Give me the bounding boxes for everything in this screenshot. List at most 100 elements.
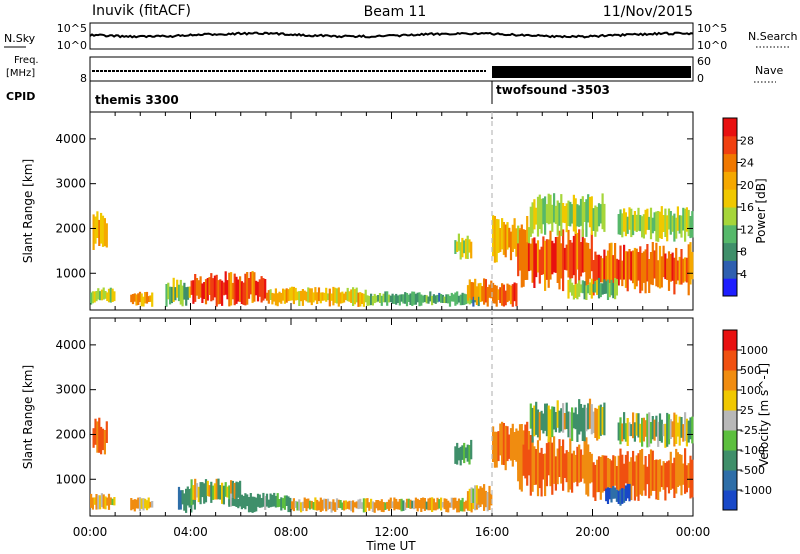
echo-column bbox=[212, 278, 215, 301]
echo-column bbox=[592, 260, 595, 296]
echo-column bbox=[646, 208, 649, 230]
echo-column bbox=[676, 260, 679, 281]
echo-column bbox=[464, 238, 468, 259]
power-panel: 1000 2000 3000 4000 Slant Range [km] bbox=[21, 111, 694, 311]
echo-column bbox=[626, 483, 629, 499]
echo-column bbox=[273, 492, 276, 507]
echo-column bbox=[606, 279, 610, 300]
echo-column bbox=[242, 282, 245, 305]
echo-column bbox=[614, 456, 617, 486]
echo-column bbox=[244, 493, 247, 510]
echo-column bbox=[102, 287, 105, 300]
echo-column bbox=[662, 461, 665, 490]
echo-column bbox=[684, 257, 687, 282]
colorbar-tick-label: 12 bbox=[740, 223, 754, 236]
velocity-ylabel: Slant Range [km] bbox=[21, 365, 35, 469]
echo-column bbox=[402, 500, 405, 511]
echo-column bbox=[488, 485, 491, 510]
echo-column bbox=[653, 212, 656, 232]
echo-column bbox=[551, 204, 554, 232]
echo-column bbox=[237, 482, 240, 498]
echo-column bbox=[98, 219, 101, 246]
echo-column bbox=[515, 228, 518, 257]
echo-column bbox=[671, 215, 674, 232]
echo-column bbox=[560, 194, 563, 237]
echo-column bbox=[282, 498, 285, 509]
echo-column bbox=[666, 258, 669, 280]
echo-column bbox=[253, 272, 256, 302]
echo-column bbox=[244, 273, 247, 306]
echo-column bbox=[228, 485, 231, 505]
echo-column bbox=[594, 251, 597, 282]
echo-column bbox=[230, 493, 233, 507]
echo-column bbox=[474, 278, 477, 301]
echo-column bbox=[203, 483, 206, 504]
echo-column bbox=[199, 276, 202, 298]
echo-column bbox=[623, 488, 626, 503]
echo-column bbox=[147, 296, 150, 302]
echo-column bbox=[310, 288, 313, 306]
echo-column bbox=[535, 449, 538, 485]
echo-column bbox=[590, 196, 593, 235]
echo-column bbox=[93, 291, 96, 303]
echo-column bbox=[655, 415, 658, 437]
echo-column bbox=[298, 499, 301, 511]
echo-column bbox=[355, 287, 358, 303]
echo-column bbox=[639, 423, 642, 443]
echo-column bbox=[477, 502, 480, 509]
echo-column bbox=[404, 292, 407, 304]
echo-column bbox=[504, 290, 507, 306]
echo-column bbox=[330, 293, 333, 301]
cpid-mode-1: themis 3300 bbox=[95, 93, 179, 107]
echo-column bbox=[610, 460, 613, 495]
echo-column bbox=[673, 257, 676, 295]
echo-column bbox=[96, 211, 99, 238]
echo-column bbox=[454, 240, 457, 254]
echo-column bbox=[431, 295, 434, 306]
echo-column bbox=[188, 489, 191, 508]
echo-column bbox=[664, 462, 667, 501]
echo-column bbox=[587, 444, 590, 497]
echo-column bbox=[617, 259, 620, 286]
echo-column bbox=[637, 207, 640, 231]
echo-column bbox=[585, 242, 588, 287]
echo-column bbox=[574, 229, 577, 291]
echo-column bbox=[653, 250, 656, 279]
echo-column bbox=[228, 499, 231, 507]
echo-column bbox=[574, 454, 577, 482]
echo-column bbox=[231, 480, 234, 498]
echo-column bbox=[291, 286, 294, 301]
echo-column bbox=[197, 280, 200, 299]
echo-column bbox=[219, 485, 222, 500]
echo-column bbox=[664, 423, 667, 448]
echo-column bbox=[572, 235, 575, 276]
echo-column bbox=[624, 485, 627, 501]
echo-column bbox=[571, 407, 574, 441]
echo-column bbox=[395, 293, 398, 305]
echo-column bbox=[610, 279, 613, 296]
echo-column bbox=[465, 500, 468, 509]
echo-column bbox=[185, 488, 188, 513]
echo-column bbox=[443, 296, 446, 303]
echo-column bbox=[628, 249, 631, 280]
echo-column bbox=[508, 434, 511, 459]
echo-column bbox=[468, 239, 471, 253]
colorbar-tick-label: 4 bbox=[740, 268, 747, 281]
echo-column bbox=[265, 493, 269, 507]
echo-column bbox=[569, 201, 572, 227]
echo-column bbox=[301, 289, 304, 306]
echo-column bbox=[400, 294, 403, 302]
echo-column bbox=[230, 272, 233, 306]
echo-column bbox=[328, 501, 331, 509]
echo-column bbox=[177, 284, 181, 302]
echo-column bbox=[495, 218, 498, 263]
echo-column bbox=[193, 492, 196, 510]
echo-column bbox=[429, 497, 432, 511]
echo-column bbox=[497, 289, 500, 300]
echo-column bbox=[352, 287, 355, 306]
echo-column bbox=[641, 216, 644, 238]
echo-column bbox=[558, 202, 561, 226]
echo-column bbox=[450, 497, 453, 508]
y-tick-label: 3000 bbox=[55, 383, 86, 397]
echo-column bbox=[466, 491, 470, 511]
